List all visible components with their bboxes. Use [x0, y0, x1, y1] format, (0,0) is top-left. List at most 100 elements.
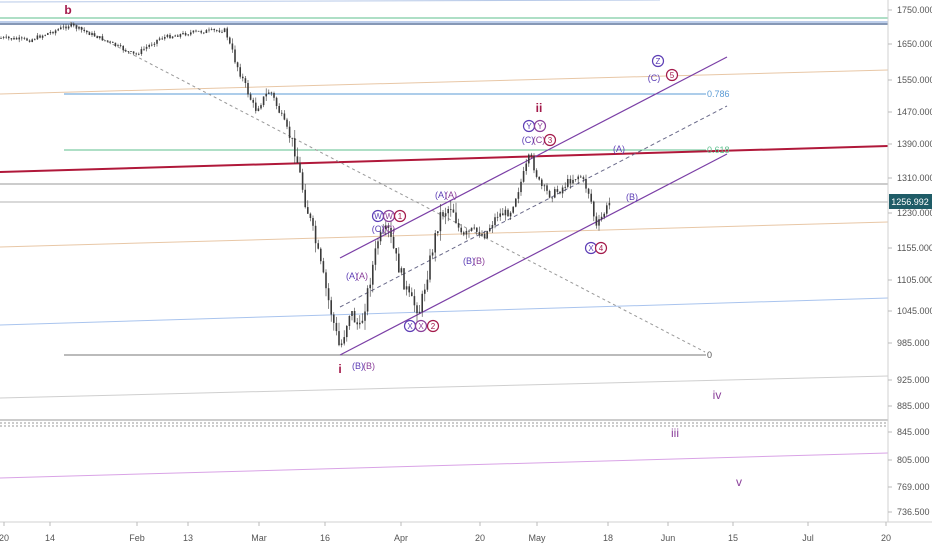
candle-body: [421, 293, 423, 312]
candle-body: [403, 268, 405, 290]
candle-body: [574, 179, 577, 180]
candle-body: [439, 212, 442, 232]
candle-body: [353, 311, 356, 323]
candle-body: [255, 102, 257, 111]
candle-body: [533, 156, 535, 171]
candle-body: [317, 243, 319, 249]
time-axis[interactable]: 20 14 Feb 13 Mar 16 Apr 20 May 18 Jun 15 Jul 20: [0, 521, 932, 543]
candle-body: [143, 48, 145, 50]
candle-body: [268, 92, 270, 94]
candle-body: [114, 42, 117, 46]
wave-circle-label: X: [407, 322, 413, 331]
candle-body: [465, 230, 468, 235]
candle-body: [96, 36, 98, 39]
x-tick-label: 20: [475, 533, 485, 543]
wave-circle: [665, 68, 679, 82]
candle-body: [437, 231, 439, 234]
wave-label-iii: iii: [671, 426, 679, 440]
candle-body: [543, 185, 546, 187]
candle-body: [582, 177, 585, 179]
resistance-trendline: [0, 145, 889, 173]
candle-body: [101, 36, 104, 41]
candle-body: [236, 62, 239, 68]
candle-body: [580, 176, 582, 178]
candle-body: [67, 26, 70, 29]
wave-Y: Y: [522, 119, 536, 133]
candle-body: [109, 41, 111, 43]
candle-body: [99, 36, 101, 39]
candle-body: [356, 322, 358, 325]
candle-body: [197, 30, 200, 32]
wave-circle-label: 2: [431, 322, 436, 331]
candle-body: [559, 191, 561, 194]
candle-body: [10, 38, 13, 40]
candle-body: [522, 171, 525, 182]
candle-body: [541, 179, 543, 186]
wave-A: (A): [356, 271, 368, 281]
candle-body: [21, 37, 23, 39]
candle-body: [41, 35, 44, 38]
candle-body: [429, 255, 431, 280]
y-tick-label: 845.000: [897, 427, 930, 437]
candle-body: [182, 33, 184, 35]
wave-2: 2: [426, 319, 440, 333]
x-tick-label: 20: [0, 533, 9, 543]
level-line: [0, 69, 889, 95]
candle-body: [314, 225, 317, 244]
candle-body: [392, 236, 395, 249]
wave-circle: [426, 319, 440, 333]
candle-body: [208, 29, 210, 31]
candle-body: [273, 93, 275, 98]
candle-body: [291, 137, 293, 139]
candle-body: [223, 28, 226, 32]
candle-body: [444, 213, 447, 217]
candle-body: [26, 38, 28, 41]
candle-body: [52, 32, 54, 34]
candle-body: [312, 218, 314, 226]
candle-body: [569, 179, 572, 184]
wave-circle-label: W: [374, 212, 382, 221]
candle-body: [23, 37, 26, 39]
candle-body: [104, 40, 106, 42]
candle-body: [130, 51, 132, 52]
wave-X: X: [403, 319, 417, 333]
candle-body: [216, 30, 218, 31]
candle-body: [112, 41, 114, 43]
candle-body: [395, 248, 397, 254]
candle-body: [346, 326, 348, 338]
last-price-label: 1256.992: [891, 197, 929, 207]
candle-body: [226, 28, 228, 38]
candle-body: [171, 36, 174, 39]
candle-body: [489, 228, 491, 232]
candle-body: [408, 286, 410, 293]
candle-body: [496, 216, 499, 218]
candle-body: [78, 26, 80, 29]
candle-body: [333, 314, 335, 323]
candle-body: [447, 209, 449, 214]
candle-body: [132, 51, 135, 54]
candle-body: [140, 49, 143, 54]
candle-body: [587, 188, 590, 194]
candle-body: [15, 37, 18, 40]
wave-C: (C): [648, 73, 661, 83]
candle-body: [86, 31, 88, 33]
candle-body: [325, 272, 327, 289]
candle-body: [608, 202, 611, 206]
x-tick-label: 18: [603, 533, 613, 543]
wave-circle-label: 3: [548, 136, 553, 145]
candle-body: [239, 67, 241, 77]
candle-body: [400, 268, 403, 273]
wave-A: (A): [346, 271, 358, 281]
x-tick-label: 13: [183, 533, 193, 543]
candle-body: [366, 288, 369, 312]
candle-body: [509, 212, 512, 217]
price-axis[interactable]: 1750.000 1650.000 1550.000 1470.000 1390.000…: [887, 0, 932, 522]
level-line: [0, 297, 889, 326]
candle-body: [28, 40, 31, 42]
candle-body: [499, 213, 501, 217]
y-tick-label: 885.000: [897, 401, 930, 411]
y-tick-label: 1230.000: [897, 208, 932, 218]
candle-body: [213, 29, 215, 31]
candle-body: [556, 189, 559, 192]
